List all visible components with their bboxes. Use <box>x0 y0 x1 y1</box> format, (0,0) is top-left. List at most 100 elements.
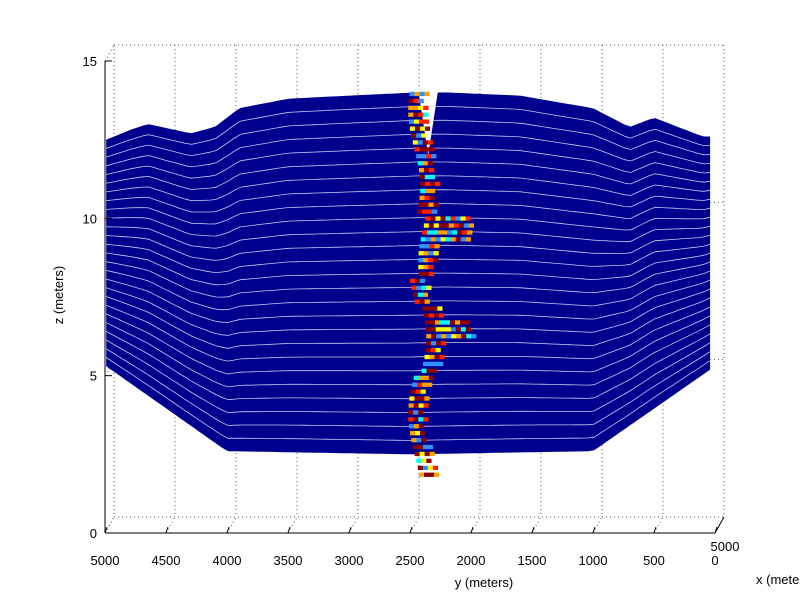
fracture-cell <box>428 223 434 228</box>
fracture-cell <box>413 375 419 380</box>
fracture-cell <box>436 341 442 346</box>
fracture-cell <box>418 417 424 422</box>
layer-line <box>106 304 711 362</box>
fracture-cell <box>433 251 439 256</box>
fracture-cell <box>420 431 426 436</box>
fracture-cell <box>417 382 423 387</box>
fracture-cell <box>453 223 459 228</box>
fracture-cell <box>423 361 429 367</box>
grid-line <box>348 516 359 534</box>
fracture-cell <box>427 161 433 166</box>
x-axis-label: y (meters) <box>455 575 514 590</box>
layer-line <box>106 322 711 388</box>
fracture-cell <box>419 396 425 401</box>
layer-line <box>105 357 711 441</box>
grid-line <box>470 516 481 534</box>
fracture-cell <box>460 237 466 242</box>
y-tick <box>165 526 169 534</box>
fracture-cell <box>435 348 441 353</box>
fracture-cell <box>455 216 461 221</box>
fracture-cell <box>418 424 425 429</box>
layer-line <box>106 296 711 349</box>
fracture-cell <box>426 458 432 463</box>
fracture-cell <box>445 327 451 332</box>
fracture-cell <box>460 216 466 221</box>
fracture-cell <box>425 237 431 242</box>
grid-line <box>287 516 298 534</box>
z-tick-label: 0 <box>90 526 97 541</box>
fracture-cell <box>423 112 429 117</box>
y-tick <box>653 526 657 534</box>
fracture-cell <box>423 403 429 408</box>
fracture-cell <box>411 133 417 138</box>
fracture-cell <box>450 237 456 242</box>
fracture-cell <box>410 389 416 394</box>
fracture-cell <box>465 216 471 221</box>
fracture-cell <box>423 417 429 422</box>
layer-line <box>106 278 711 323</box>
layer-line <box>106 189 711 213</box>
fracture-cell <box>425 181 431 187</box>
fracture-cell <box>424 195 430 200</box>
y-tick <box>104 526 108 534</box>
fracture-cell <box>425 188 431 194</box>
fracture-cell <box>411 438 417 443</box>
fracture-cell <box>435 181 441 187</box>
fracture-cell <box>432 465 438 470</box>
layer-lines <box>105 106 711 441</box>
fracture-cell <box>465 327 471 332</box>
fracture-cell <box>422 140 428 145</box>
fracture-cell <box>418 271 425 277</box>
y-axis-label: z (meters) <box>51 266 66 325</box>
fracture-cell <box>468 223 474 228</box>
fracture-cell <box>431 334 437 339</box>
fracture-cell <box>429 451 435 457</box>
grid-line <box>592 516 603 534</box>
fracture-cell <box>413 98 419 104</box>
fracture-cell <box>423 105 429 110</box>
fracture-cell <box>424 168 430 173</box>
fracture-cell <box>412 382 418 387</box>
fracture-cell <box>421 285 427 290</box>
fracture-cell <box>419 91 425 97</box>
fracture-cell <box>440 237 446 242</box>
fracture-cell <box>413 119 420 124</box>
fracture-cell <box>455 237 461 242</box>
formation-block <box>106 89 711 455</box>
fracture-cell <box>433 258 439 263</box>
fracture-cell <box>422 382 428 387</box>
fracture-cell <box>446 334 452 339</box>
fracture-cell <box>426 154 432 159</box>
fracture-cell <box>408 424 415 429</box>
fracture-cell <box>429 244 435 249</box>
fracture-cell <box>450 327 456 332</box>
fracture-cell <box>419 147 425 152</box>
fracture-cell <box>438 223 444 228</box>
fracture-cell <box>450 320 456 325</box>
fracture-cell <box>408 403 414 408</box>
fracture-cell <box>437 306 443 311</box>
fracture-cell <box>430 181 436 187</box>
y-tick-label: 4000 <box>213 553 242 568</box>
fracture-cell <box>427 306 433 311</box>
fracture-cell <box>451 334 457 339</box>
layer-line <box>106 261 711 298</box>
layer-line <box>105 348 711 427</box>
fracture-cell <box>440 216 446 221</box>
grid-line <box>531 516 542 534</box>
y-tick-label: 3500 <box>274 553 303 568</box>
fracture-cell <box>445 320 451 325</box>
fracture-cell <box>416 438 422 443</box>
fracture-cell <box>440 320 446 325</box>
y-tick-label: 500 <box>643 553 665 568</box>
fracture-cell <box>441 341 447 346</box>
fracture-cell <box>461 334 467 339</box>
layer-line <box>106 225 711 249</box>
layer-line <box>106 203 711 225</box>
fracture-cell <box>433 361 439 367</box>
fracture-cell <box>422 444 429 450</box>
fracture-cell <box>419 299 425 304</box>
fracture-cell <box>417 140 423 145</box>
fracture-cell <box>412 444 419 450</box>
